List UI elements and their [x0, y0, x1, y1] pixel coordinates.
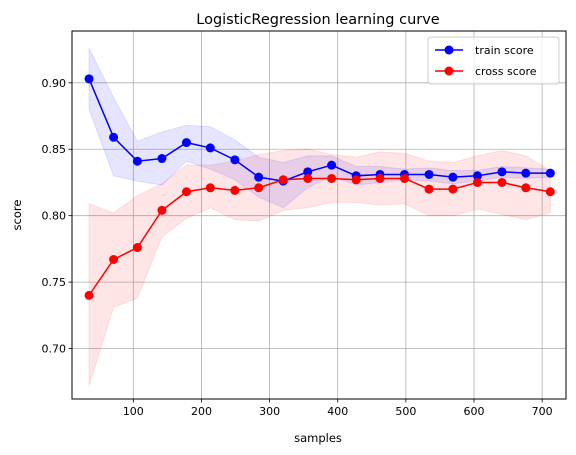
chart-title: LogisticRegression learning curve — [196, 12, 440, 28]
x-axis-ticks: 100 200 300 400 500 600 700 — [123, 399, 553, 418]
train-score-point — [132, 156, 142, 166]
train-score-point — [497, 167, 507, 177]
x-axis-label: samples — [294, 431, 342, 445]
x-tick-label: 400 — [327, 405, 348, 418]
y-tick-label: 0.75 — [42, 276, 67, 289]
train-score-point — [230, 155, 240, 165]
legend-train-marker — [444, 45, 454, 55]
cross-score-point — [424, 184, 434, 194]
train-score-point — [205, 143, 215, 153]
series-markers — [84, 74, 555, 300]
cross-score-point — [254, 183, 264, 193]
cross-score-point — [157, 205, 167, 215]
train-score-point — [303, 167, 313, 177]
y-tick-label: 0.70 — [42, 343, 67, 356]
train-score-point — [109, 132, 119, 142]
grid — [72, 31, 566, 399]
y-axis-label: score — [10, 200, 24, 231]
cross-score-point — [497, 177, 507, 187]
y-tick-label: 0.80 — [42, 210, 67, 223]
train-score-point — [424, 169, 434, 179]
cross-score-point — [545, 187, 555, 197]
cross-score-point — [472, 177, 482, 187]
cross-score-point — [109, 255, 119, 265]
y-tick-label: 0.85 — [42, 143, 67, 156]
axes-background — [72, 31, 566, 399]
x-tick-label: 700 — [532, 405, 553, 418]
legend: train score cross score — [427, 36, 560, 85]
legend-box — [427, 36, 560, 85]
cross-score-point — [132, 243, 142, 253]
cross-score-band — [88, 148, 551, 386]
train-score-point — [545, 168, 555, 178]
train-score-point — [84, 74, 94, 84]
cross-score-point — [351, 175, 361, 185]
confidence-bands — [88, 48, 551, 386]
legend-train-label: train score — [475, 44, 534, 57]
plot-area — [71, 30, 567, 400]
train-score-point — [181, 138, 191, 148]
train-score-point — [157, 154, 167, 164]
cross-score-point — [278, 175, 288, 185]
x-tick-label: 300 — [259, 405, 280, 418]
cross-score-point — [327, 173, 337, 183]
cross-score-point — [303, 173, 313, 183]
x-tick-label: 500 — [395, 405, 416, 418]
axes-frame — [71, 30, 567, 400]
legend-cross-label: cross score — [475, 65, 537, 78]
cross-score-point — [230, 185, 240, 195]
y-tick-label: 0.90 — [42, 77, 67, 90]
x-tick-label: 200 — [191, 405, 212, 418]
train-score-point — [521, 168, 531, 178]
train-score-point — [327, 160, 337, 170]
cross-score-point — [205, 183, 215, 193]
cross-score-point — [400, 173, 410, 183]
x-tick-label: 100 — [123, 405, 144, 418]
y-axis-ticks: 0.70 0.75 0.80 0.85 0.90 — [42, 77, 72, 356]
train-score-point — [448, 172, 458, 182]
train-score-point — [254, 172, 264, 182]
cross-score-point — [181, 187, 191, 197]
cross-score-point — [84, 290, 94, 300]
cross-score-point — [375, 173, 385, 183]
legend-cross-marker — [444, 66, 454, 76]
cross-score-point — [521, 183, 531, 193]
x-tick-label: 600 — [464, 405, 485, 418]
train-score-point — [472, 171, 482, 181]
cross-score-point — [448, 184, 458, 194]
